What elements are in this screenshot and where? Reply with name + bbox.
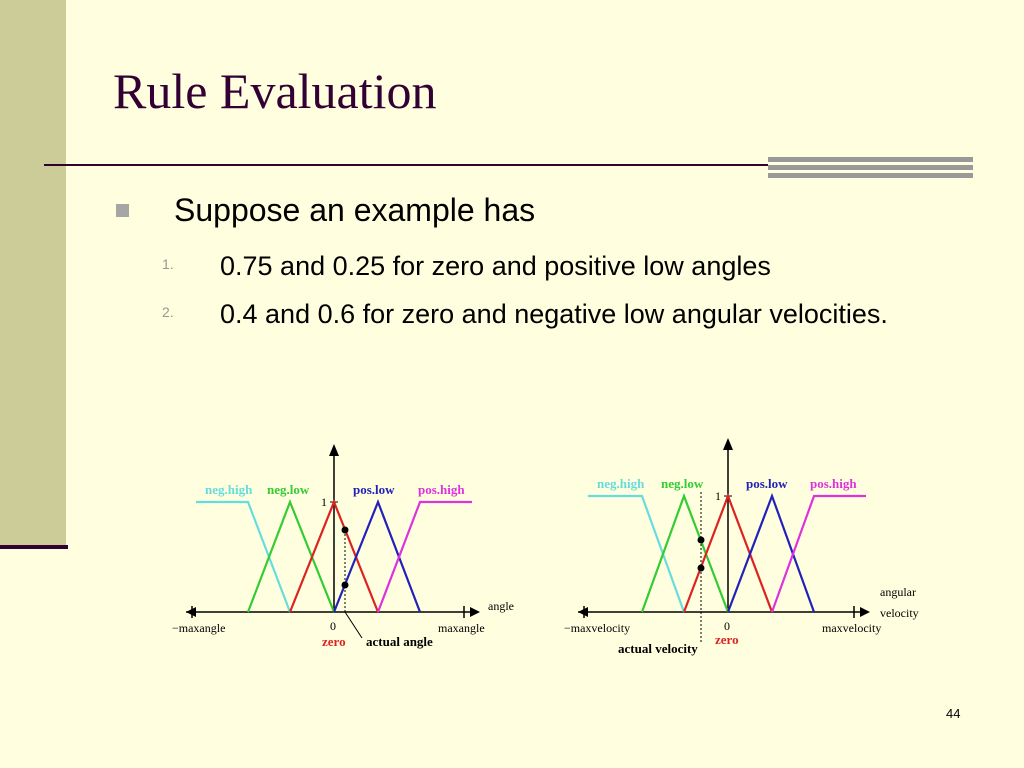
title-divider-accent xyxy=(768,157,973,179)
list-item-number: 1. xyxy=(162,256,174,272)
pos-high-curve xyxy=(770,494,866,613)
angle-membership-svg: neg.high neg.low pos.low pos.high 1 0 −m… xyxy=(172,444,514,649)
x-axis-label-line1: angular xyxy=(880,585,916,599)
neg-high-label: neg.high xyxy=(205,482,253,497)
pos-high-label: pos.high xyxy=(418,482,465,497)
actual-velocity-label: actual velocity xyxy=(618,641,698,656)
page-number: 44 xyxy=(946,706,961,721)
pos-low-label: pos.low xyxy=(746,476,788,491)
pos-high-curve xyxy=(376,500,472,613)
pos-low-curve xyxy=(332,498,422,613)
square-bullet-icon xyxy=(116,204,129,217)
angle-membership-diagram: neg.high neg.low pos.low pos.high 1 0 −m… xyxy=(170,440,540,665)
list-item-text: 0.4 and 0.6 for zero and negative low an… xyxy=(220,299,888,329)
list-item-text: 0.75 and 0.25 for zero and positive low … xyxy=(220,251,771,281)
x-axis-left-arrow-icon xyxy=(186,607,196,617)
left-decor-band xyxy=(0,0,66,545)
slide-title: Rule Evaluation xyxy=(113,63,437,119)
neg-high-label: neg.high xyxy=(597,476,645,491)
x-max-label: maxangle xyxy=(438,621,485,635)
y-axis-arrow-icon xyxy=(723,438,733,450)
main-bullet-text: Suppose an example has xyxy=(174,192,536,228)
zero-membership-point xyxy=(341,526,349,534)
y-one-label: 1 xyxy=(715,489,721,503)
neg-high-curve xyxy=(588,494,686,613)
x-axis-arrow-icon xyxy=(470,607,480,617)
x-axis-label: angle xyxy=(488,599,514,613)
x-max-label: maxvelocity xyxy=(822,621,881,635)
velocity-membership-svg: neg.high neg.low pos.low pos.high 1 0 −m… xyxy=(564,438,919,656)
neg-low-membership-point xyxy=(697,536,705,544)
x-axis-arrow-icon xyxy=(860,607,870,617)
actual-angle-label: actual angle xyxy=(366,634,433,649)
x-zero-tick-label: 0 xyxy=(330,619,336,633)
neg-low-label: neg.low xyxy=(267,482,310,497)
y-one-label: 1 xyxy=(321,495,327,509)
zero-membership-point xyxy=(697,564,705,572)
zero-set-label: zero xyxy=(715,632,739,647)
left-decor-band-edge xyxy=(0,545,68,549)
zero-curve xyxy=(288,499,380,613)
neg-low-label: neg.low xyxy=(661,476,704,491)
actual-angle-pointer xyxy=(344,611,363,639)
x-min-label: −maxangle xyxy=(172,621,225,635)
pos-high-label: pos.high xyxy=(810,476,857,491)
title-divider xyxy=(44,164,972,166)
y-axis-arrow-icon xyxy=(329,444,339,456)
pos-low-label: pos.low xyxy=(353,482,395,497)
pos-low-curve xyxy=(726,492,816,613)
neg-low-curve xyxy=(246,498,336,613)
neg-high-curve xyxy=(196,500,292,613)
pos-low-membership-point xyxy=(341,581,349,589)
velocity-membership-diagram: neg.high neg.low pos.low pos.high 1 0 −m… xyxy=(560,432,940,669)
x-axis-left-arrow-icon xyxy=(578,607,588,617)
neg-low-curve xyxy=(640,492,730,613)
zero-set-label: zero xyxy=(322,634,346,649)
x-axis-label-line2: velocity xyxy=(880,606,919,620)
list-item-number: 2. xyxy=(162,304,174,320)
zero-curve xyxy=(682,492,774,613)
x-min-label: −maxvelocity xyxy=(564,621,630,635)
x-zero-tick-label: 0 xyxy=(724,619,730,633)
